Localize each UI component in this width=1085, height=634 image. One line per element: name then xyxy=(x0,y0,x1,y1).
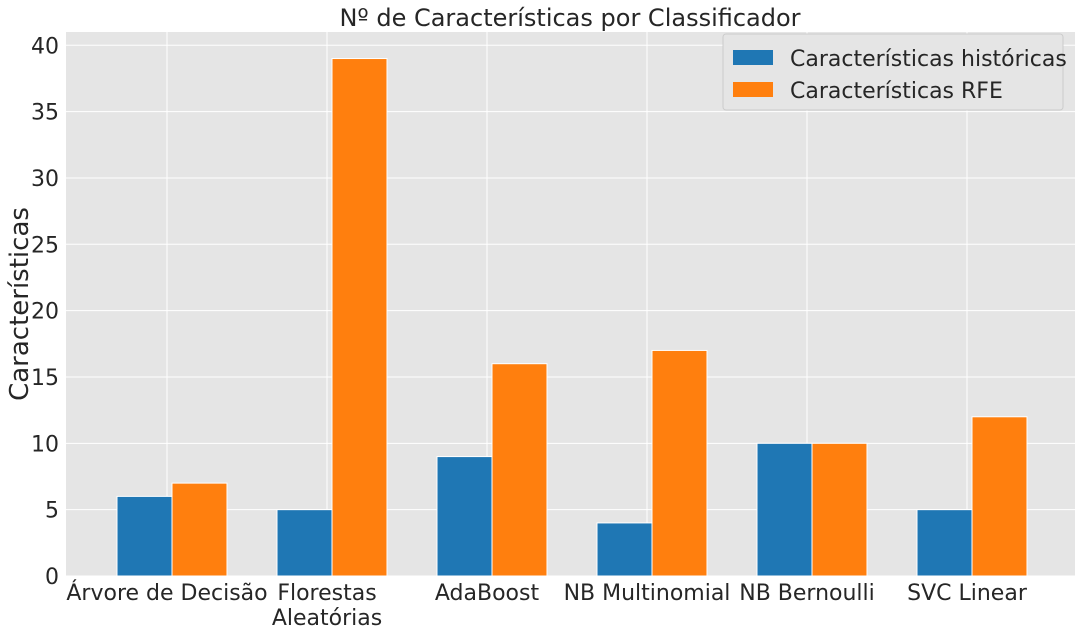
x-tick-label: SVC Linear xyxy=(907,581,1028,606)
y-tick-label: 15 xyxy=(31,366,59,391)
y-tick-label: 30 xyxy=(31,167,59,192)
y-axis-label: Características xyxy=(5,207,35,401)
x-tick-label: Árvore de Decisão xyxy=(66,580,267,606)
legend-label: Características RFE xyxy=(790,79,1003,104)
bar-historicas xyxy=(276,509,333,577)
x-tick-label: Florestas Aleatórias xyxy=(272,581,382,631)
legend: Características históricas Característica… xyxy=(722,33,1067,111)
legend-box xyxy=(722,33,1064,111)
y-tick-label: 10 xyxy=(31,432,59,457)
bar-historicas xyxy=(116,495,173,577)
legend-swatch xyxy=(733,82,773,97)
x-tick-labels: Árvore de Decisão Florestas Aleatórias AdaB… xyxy=(66,580,1027,631)
bar-rfe xyxy=(171,482,228,577)
bar-rfe xyxy=(651,349,708,577)
y-tick-labels: 0 5 10 15 20 25 30 35 40 xyxy=(31,34,59,590)
plot-background xyxy=(66,32,1075,576)
bar-rfe xyxy=(331,58,388,577)
y-tick-label: 5 xyxy=(45,499,59,524)
bar-historicas xyxy=(916,509,973,577)
bar-historicas xyxy=(436,456,493,577)
y-tick-label: 25 xyxy=(31,233,59,258)
bar-rfe xyxy=(971,416,1028,577)
bar-rfe xyxy=(491,363,548,577)
y-tick-label: 0 xyxy=(45,565,59,590)
x-tick-label: AdaBoost xyxy=(435,581,540,606)
bar-rfe xyxy=(811,442,868,577)
grid-lines xyxy=(66,32,1075,577)
legend-swatch xyxy=(733,50,773,65)
chart-title: Nº de Características por Classificador xyxy=(339,4,800,32)
bar-historicas xyxy=(756,442,813,577)
y-tick-label: 40 xyxy=(31,34,59,59)
x-tick-label: NB Multinomial xyxy=(564,581,731,606)
y-tick-label: 20 xyxy=(31,300,59,325)
x-tick-label: NB Bernoulli xyxy=(739,581,875,606)
legend-label: Características históricas xyxy=(790,47,1067,72)
bars-group xyxy=(116,58,1028,577)
y-tick-label: 35 xyxy=(31,101,59,126)
bar-historicas xyxy=(596,522,653,577)
